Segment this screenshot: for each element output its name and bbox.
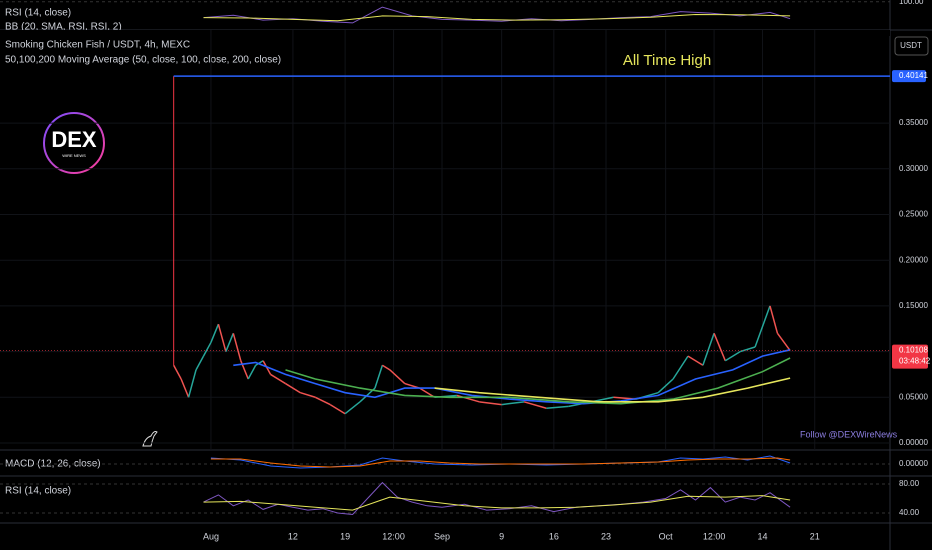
price-segment — [270, 373, 286, 385]
price-segment — [202, 342, 212, 357]
currency-label[interactable]: USDT — [900, 41, 922, 50]
annotation: Follow @DEXWireNews — [800, 429, 898, 439]
x-tick-label: Sep — [434, 531, 450, 541]
y-tick-label: 0.20000 — [899, 255, 928, 264]
y-tick-label: 0.30000 — [899, 164, 928, 173]
x-tick-label: 16 — [549, 531, 559, 541]
series-line — [203, 495, 791, 511]
series-line — [434, 377, 791, 403]
x-tick-label: 12:00 — [703, 531, 726, 541]
pane-title: RSI (14, close) — [5, 486, 71, 497]
price-segment — [389, 369, 406, 385]
logo-subtext: WIRE NEWS — [62, 153, 86, 158]
logo: DEX WIRE NEWS — [43, 112, 105, 174]
y-tick-label: 80.00 — [899, 479, 920, 488]
price-segment — [657, 378, 674, 394]
x-tick-label: Oct — [659, 531, 674, 541]
series-line — [203, 13, 791, 22]
price-segment — [217, 323, 227, 352]
price-segment — [210, 323, 220, 343]
price-segment — [724, 350, 741, 362]
price-segment — [776, 332, 791, 352]
price-label: 0.10108 — [899, 346, 928, 355]
y-tick-label: 0.25000 — [899, 210, 928, 219]
logo-ring — [43, 112, 105, 174]
price-segment — [687, 355, 704, 366]
price-segment — [329, 403, 346, 415]
price-segment — [374, 365, 384, 389]
price-segment — [285, 382, 301, 394]
x-tick-label: 23 — [601, 531, 611, 541]
x-tick-label: 21 — [810, 531, 820, 541]
price-segment — [247, 364, 257, 380]
y-tick-label: 0.05000 — [899, 392, 928, 401]
price-segment — [381, 364, 391, 371]
ath-label: 0.40141 — [899, 71, 928, 80]
y-tick-label: 40.00 — [899, 508, 920, 517]
price-segment — [546, 405, 569, 409]
price-segment — [255, 360, 264, 366]
x-tick-label: 12:00 — [382, 531, 405, 541]
y-tick-label: 100.00 — [899, 0, 924, 6]
mask — [0, 30, 890, 36]
x-tick-label: 19 — [340, 531, 350, 541]
pane-title: RSI (14, close) — [5, 8, 71, 19]
pane-subtitle: BB (20, SMA, RSI, RSI, 2) — [5, 22, 122, 33]
price-segment — [187, 369, 197, 398]
y-tick-label: 0.00000 — [899, 438, 928, 447]
series-line — [285, 357, 791, 405]
price-segment — [702, 333, 715, 366]
ath-text: All Time High — [623, 52, 711, 69]
x-tick-label: 9 — [499, 531, 504, 541]
price-segment — [173, 364, 182, 380]
price-segment — [195, 355, 205, 371]
countdown: 03:48:42 — [899, 357, 931, 366]
price-segment — [314, 396, 331, 406]
series-line — [210, 457, 791, 468]
price-segment — [300, 391, 316, 398]
price-segment — [225, 333, 235, 352]
logo-text: DEX — [51, 127, 97, 152]
price-segment — [739, 346, 756, 353]
currency-button[interactable] — [894, 36, 929, 56]
price-segment — [344, 401, 361, 415]
price-segment — [419, 387, 435, 398]
x-tick-label: 14 — [758, 531, 768, 541]
x-tick-label: Aug — [203, 531, 219, 541]
price-label-box — [892, 344, 928, 369]
pane-title: MACD (12, 26, close) — [5, 459, 101, 470]
price-segment — [754, 305, 771, 348]
series-line — [203, 481, 791, 516]
price-segment — [479, 401, 502, 406]
dino-icon — [142, 431, 158, 447]
price-segment — [180, 378, 190, 398]
ath-label-box — [892, 70, 926, 83]
price-segment — [523, 401, 547, 409]
x-tick-label: 12 — [288, 531, 298, 541]
price-segment — [672, 355, 689, 380]
price-segment — [769, 305, 779, 334]
chart-subtitle: 50,100,200 Moving Average (50, close, 10… — [5, 55, 281, 66]
price-segment — [501, 401, 525, 406]
y-tick-label: 0.15000 — [899, 301, 928, 310]
y-tick-label: 0.00000 — [899, 459, 928, 468]
price-segment — [713, 333, 726, 362]
chart-title: Smoking Chicken Fish / USDT, 4h, MEXC — [5, 40, 190, 51]
y-tick-label: 0.35000 — [899, 118, 928, 127]
price-segment — [232, 333, 242, 361]
